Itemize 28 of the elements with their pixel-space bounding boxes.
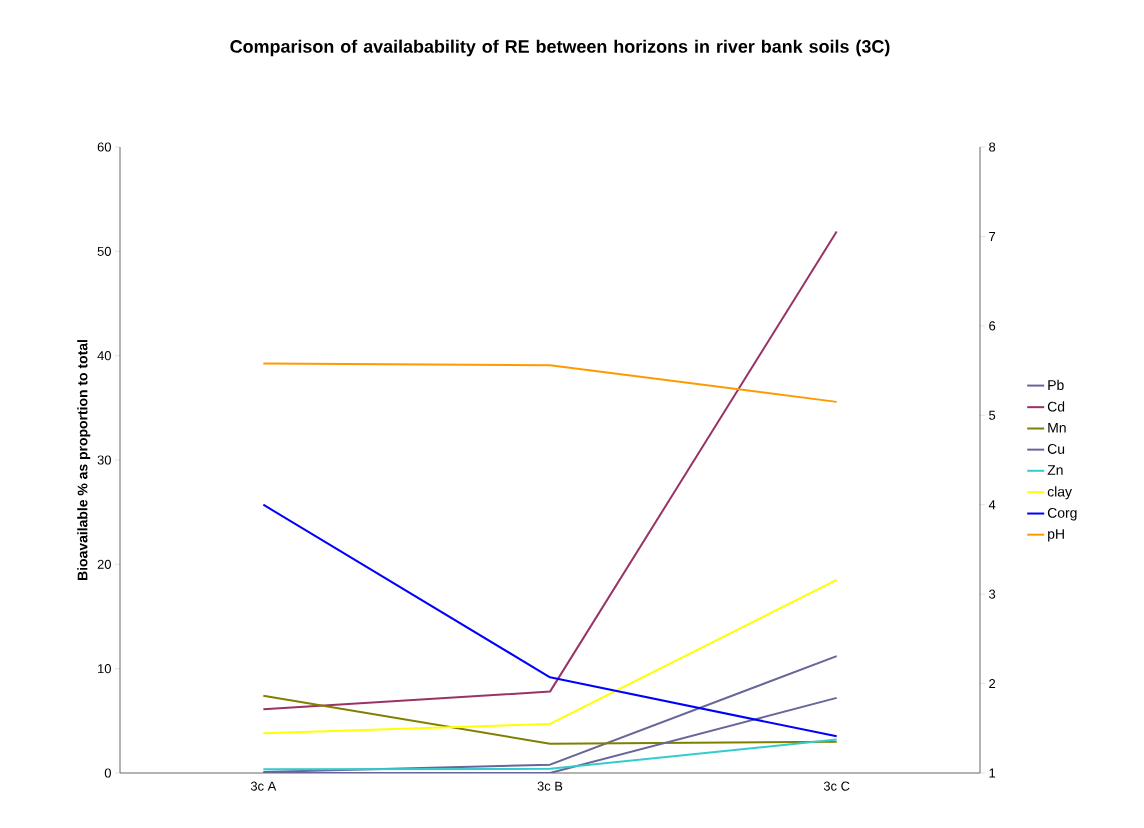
y2-tick-label: 1 [989,768,996,778]
y-axis-title: Bioavailable % as proportion to total [77,340,91,580]
y2-tick-label: 8 [989,142,996,152]
legend-label: Cd [1047,401,1065,412]
legend-label: Pb [1048,379,1064,391]
legend-label: Zn [1047,465,1063,475]
y-tick-label: 50 [97,246,111,256]
y2-tick-label: 3 [989,589,996,599]
y2-tick-label: 5 [989,410,996,420]
y2-tick-label: 7 [989,231,996,241]
legend-label: pH [1048,529,1064,542]
y-tick-label: 60 [97,142,111,152]
legend-label: Mn [1048,422,1066,433]
legend-label: clay [1047,486,1072,500]
chart-title: Comparison of availabability of RE between horizons in river bank soils (3C) [230,39,890,57]
y2-tick-label: 4 [988,500,996,510]
legend-label: Cu [1047,444,1065,454]
y-tick-label: 10 [98,664,111,674]
x-tick-label: 3c A [250,781,277,791]
y2-tick-label: 2 [989,679,996,689]
legend-label: Corg [1047,507,1077,521]
y-tick-label: 30 [97,455,111,465]
y-tick-label: 20 [97,559,111,569]
y-tick-label: 40 [97,351,111,361]
y-tick-label: 0 [104,768,111,778]
y2-tick-label: 6 [989,321,996,331]
x-tick-label: 3c B [537,781,563,791]
x-tick-label: 3c C [823,781,850,791]
